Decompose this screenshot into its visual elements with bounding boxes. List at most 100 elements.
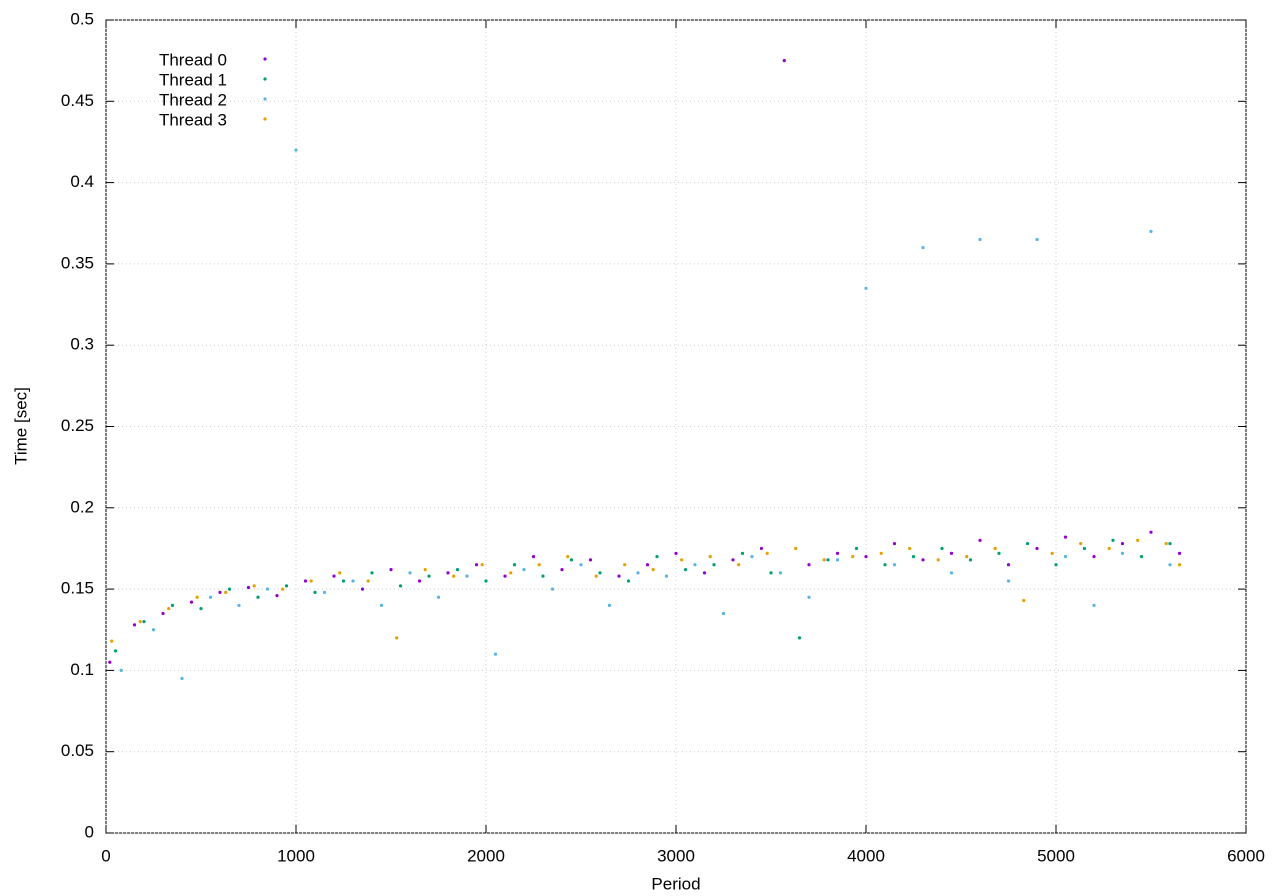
point <box>252 584 256 588</box>
point <box>1136 538 1140 542</box>
point <box>512 563 517 567</box>
point <box>108 660 112 664</box>
point <box>313 590 317 594</box>
y-tick-label: 0.5 <box>70 9 94 28</box>
point <box>626 579 631 583</box>
point <box>978 538 982 542</box>
point <box>655 554 659 559</box>
point <box>750 554 754 559</box>
point <box>598 571 602 575</box>
legend-marker <box>263 97 267 101</box>
point <box>949 551 954 555</box>
point <box>550 587 555 591</box>
point <box>281 587 285 591</box>
legend-marker <box>263 117 267 121</box>
point <box>474 563 479 567</box>
point <box>1063 535 1068 539</box>
point <box>566 554 570 559</box>
point <box>693 563 697 567</box>
point <box>651 567 655 572</box>
point <box>294 148 298 152</box>
point <box>721 611 726 616</box>
point <box>1168 541 1172 546</box>
x-tick-label: 6000 <box>1227 846 1265 865</box>
point <box>1082 546 1087 551</box>
point <box>864 554 868 559</box>
point <box>338 571 342 575</box>
point <box>170 603 175 607</box>
point <box>1035 237 1039 242</box>
y-tick-label: 0.1 <box>70 660 94 679</box>
point <box>636 571 640 575</box>
point <box>151 628 156 632</box>
point <box>911 554 916 559</box>
point <box>446 571 450 575</box>
point <box>138 620 142 624</box>
point <box>921 246 925 250</box>
x-tick-label: 5000 <box>1037 846 1075 865</box>
point <box>110 639 114 643</box>
point <box>436 595 441 599</box>
point <box>921 558 925 562</box>
point <box>1079 541 1083 546</box>
point <box>864 286 868 290</box>
point <box>968 558 973 562</box>
point <box>180 676 184 681</box>
point <box>493 652 498 656</box>
point <box>708 554 712 559</box>
point <box>1063 554 1068 559</box>
point <box>142 620 146 624</box>
point <box>1149 530 1153 534</box>
point <box>807 563 811 567</box>
point <box>1050 551 1054 555</box>
point <box>674 551 678 555</box>
point <box>807 595 811 599</box>
point <box>246 585 251 590</box>
point <box>309 579 313 583</box>
y-tick-label: 0.05 <box>61 741 94 760</box>
point <box>794 546 798 551</box>
y-tick-label: 0.3 <box>70 335 94 354</box>
point <box>683 567 688 572</box>
y-axis-label: Time [sec] <box>11 387 30 465</box>
point <box>579 563 583 567</box>
point <box>161 611 165 616</box>
point <box>195 595 199 599</box>
point <box>731 558 735 562</box>
point <box>1107 546 1111 551</box>
point <box>851 554 855 559</box>
point <box>1022 598 1026 603</box>
point <box>522 567 526 572</box>
point <box>531 554 536 559</box>
point <box>879 551 883 555</box>
point <box>997 551 1001 555</box>
point <box>1168 563 1172 567</box>
point <box>1139 554 1144 559</box>
point <box>993 546 997 551</box>
point <box>759 546 764 551</box>
x-tick-label: 2000 <box>467 846 505 865</box>
point <box>1006 563 1011 567</box>
point <box>332 574 336 578</box>
point <box>740 551 745 555</box>
point <box>284 584 289 588</box>
point <box>765 551 769 555</box>
point <box>370 571 374 575</box>
point <box>1025 541 1030 546</box>
legend-label: Thread 0 <box>159 50 227 69</box>
point <box>1092 554 1096 559</box>
point <box>883 563 887 567</box>
point <box>560 567 564 572</box>
point <box>623 563 627 567</box>
point <box>940 546 944 551</box>
point <box>256 595 260 599</box>
point <box>1177 563 1182 567</box>
point <box>398 584 403 588</box>
point <box>680 558 684 562</box>
point <box>237 603 241 607</box>
point <box>607 603 612 607</box>
point <box>227 587 232 591</box>
point <box>1054 563 1058 567</box>
